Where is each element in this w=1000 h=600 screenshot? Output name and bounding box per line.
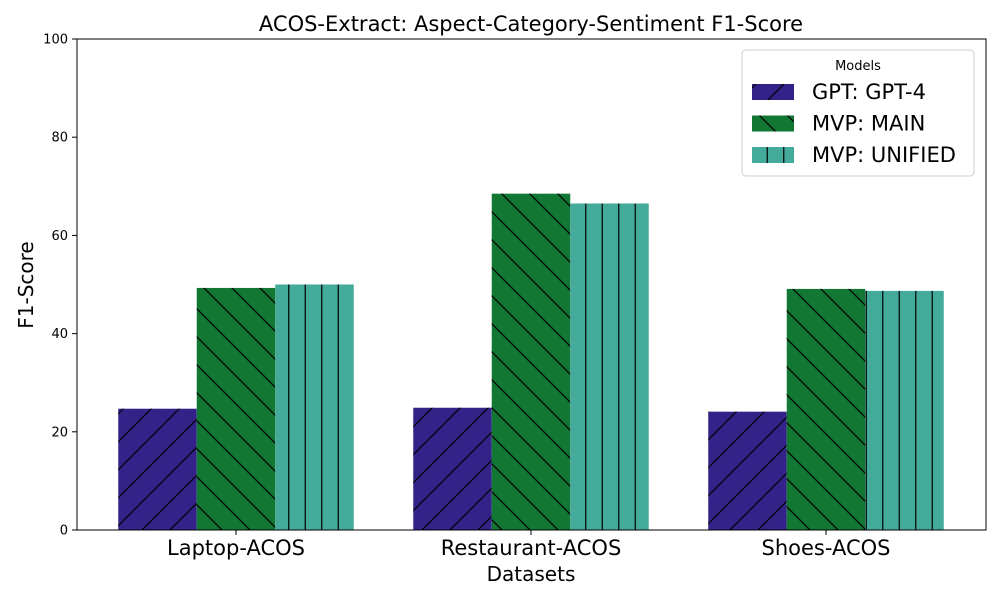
y-tick-label: 60	[51, 229, 68, 244]
bar-hatch-mvp-main-restaurant-acos	[491, 193, 571, 531]
chart-title: ACOS-Extract: Aspect-Category-Sentiment …	[259, 12, 803, 36]
legend-swatch-hatch-mvp-unified	[752, 147, 794, 163]
bar-hatch-mvp-unified-shoes-acos	[865, 290, 944, 530]
y-tick-label: 40	[51, 327, 68, 342]
legend-label-gpt-gpt-4: GPT: GPT-4	[812, 80, 926, 104]
bar-hatch-mvp-main-shoes-acos	[786, 288, 866, 530]
x-tick-label: Restaurant-ACOS	[441, 536, 622, 560]
y-tick-label: 80	[51, 131, 68, 146]
x-axis-ticks: Laptop-ACOS Restaurant-ACOS Shoes-ACOS	[167, 530, 890, 560]
x-axis-title: Datasets	[487, 562, 576, 586]
legend-title: Models	[835, 59, 881, 74]
legend: Models GPT: GPT-4 MVP: MAIN MVP: UNIFIED	[741, 49, 975, 177]
legend-label-mvp-unified: MVP: UNIFIED	[812, 143, 956, 167]
bar-hatch-gpt-gpt-4-laptop-acos	[118, 408, 197, 530]
bar-hatch-mvp-unified-laptop-acos	[275, 284, 354, 530]
bar-hatch-mvp-main-laptop-acos	[196, 287, 276, 530]
y-axis-ticks: 0 20 40 60 80 100	[43, 33, 77, 539]
bars-group	[118, 193, 944, 531]
y-tick-label: 20	[51, 425, 68, 440]
y-tick-label: 100	[43, 33, 68, 48]
legend-label-mvp-main: MVP: MAIN	[812, 112, 925, 136]
y-axis-title: F1-Score	[14, 241, 38, 328]
y-tick-label: 0	[60, 524, 68, 539]
bar-hatch-gpt-gpt-4-shoes-acos	[708, 411, 787, 530]
x-tick-label: Laptop-ACOS	[167, 536, 305, 560]
legend-swatch-hatch-mvp-main	[752, 115, 794, 132]
legend-items: GPT: GPT-4 MVP: MAIN MVP: UNIFIED	[752, 80, 956, 167]
legend-frame	[741, 49, 975, 177]
x-tick-label: Shoes-ACOS	[762, 536, 891, 560]
bar-hatch-gpt-gpt-4-restaurant-acos	[413, 407, 492, 530]
bar-hatch-mvp-unified-restaurant-acos	[570, 203, 649, 531]
legend-swatch-hatch-gpt-gpt-4	[752, 84, 794, 100]
